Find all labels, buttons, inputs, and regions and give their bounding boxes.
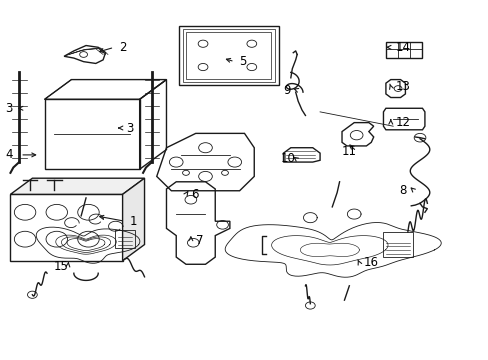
Text: 15: 15 [53,260,68,273]
Text: 5: 5 [239,55,246,68]
Text: 7: 7 [195,234,203,247]
Text: 11: 11 [341,145,356,158]
Text: 10: 10 [281,152,295,165]
Text: 4: 4 [5,148,13,161]
Text: 13: 13 [395,80,410,93]
Text: 1: 1 [130,215,137,228]
Polygon shape [122,178,144,261]
Text: 2: 2 [119,41,126,54]
Text: 6: 6 [190,188,198,201]
Polygon shape [10,178,144,194]
Text: 16: 16 [363,256,378,269]
Text: 3: 3 [126,122,134,135]
Text: 14: 14 [395,41,410,54]
Text: 9: 9 [283,84,290,97]
Text: 3: 3 [5,102,13,115]
Text: 8: 8 [399,184,406,197]
Text: 12: 12 [395,116,410,129]
